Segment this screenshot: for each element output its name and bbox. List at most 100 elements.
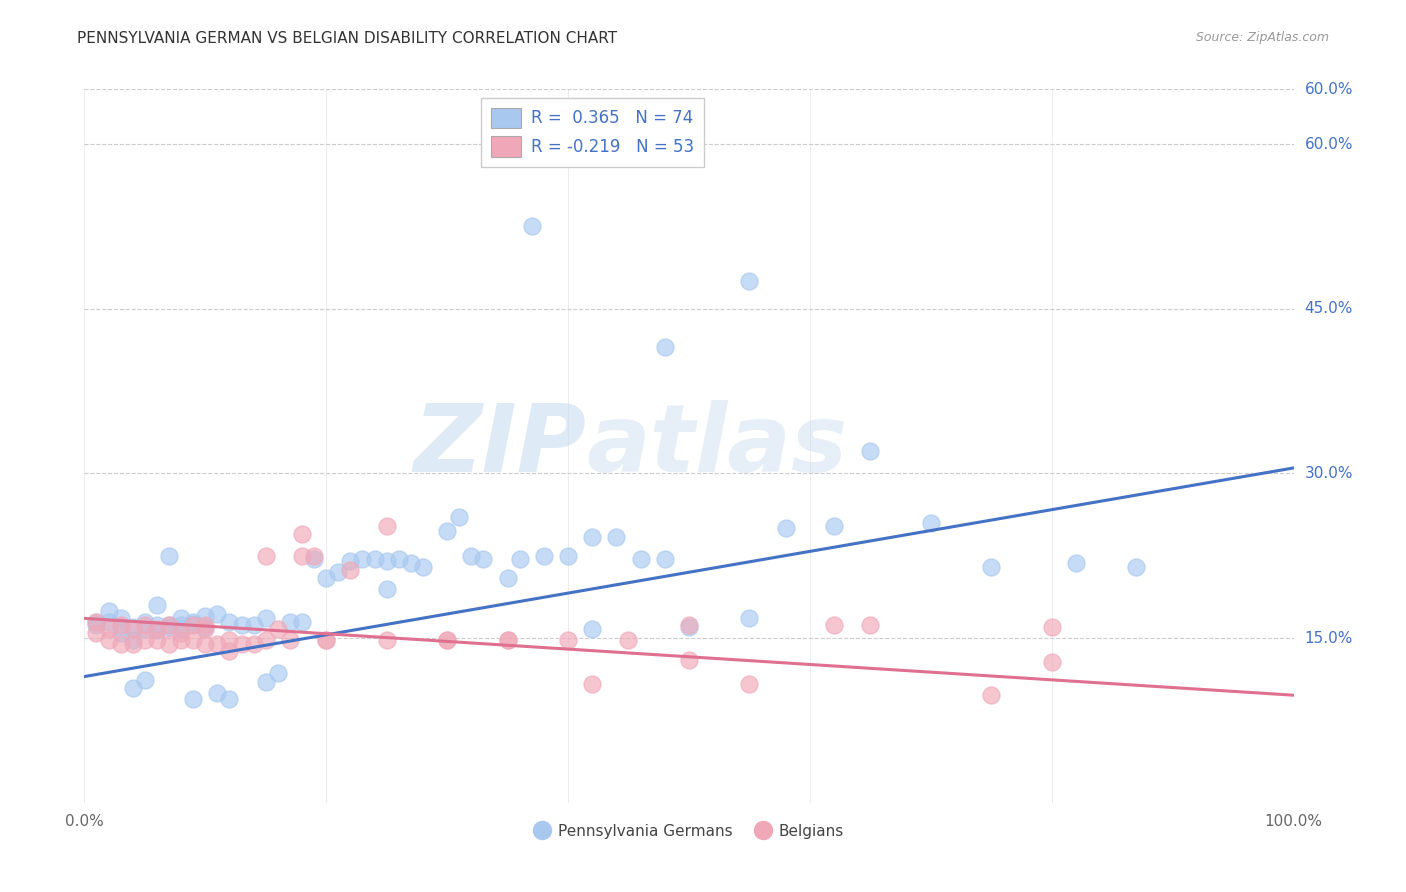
Point	[315, 633, 337, 648]
Point	[157, 618, 180, 632]
Point	[170, 633, 193, 648]
Point	[775, 521, 797, 535]
Point	[302, 549, 325, 563]
Point	[630, 552, 652, 566]
Point	[207, 637, 229, 651]
Point	[859, 444, 882, 458]
Point	[920, 516, 942, 530]
Text: atlas: atlas	[586, 400, 848, 492]
Point	[134, 673, 156, 687]
Point	[328, 566, 350, 580]
Point	[436, 633, 458, 648]
Point	[194, 609, 217, 624]
Point	[678, 618, 700, 632]
Point	[339, 563, 361, 577]
Text: Source: ZipAtlas.com: Source: ZipAtlas.com	[1195, 31, 1329, 45]
Point	[110, 618, 132, 632]
Point	[254, 549, 277, 563]
Text: ZIP: ZIP	[413, 400, 586, 492]
Point	[254, 675, 277, 690]
Point	[86, 615, 108, 629]
Point	[146, 598, 169, 612]
Point	[267, 666, 290, 681]
Point	[121, 620, 143, 634]
Point	[218, 691, 240, 706]
Point	[678, 653, 700, 667]
Point	[399, 557, 422, 571]
Point	[170, 611, 193, 625]
Point	[412, 559, 434, 574]
Point	[110, 625, 132, 640]
Point	[581, 623, 603, 637]
Point	[352, 552, 374, 566]
Point	[218, 615, 240, 629]
Point	[194, 618, 217, 632]
Point	[557, 549, 579, 563]
Point	[654, 340, 676, 354]
Point	[315, 633, 337, 648]
Point	[1125, 559, 1147, 574]
Point	[181, 633, 204, 648]
Point	[617, 633, 640, 648]
Point	[86, 625, 108, 640]
Point	[157, 618, 180, 632]
Point	[97, 623, 120, 637]
Point	[121, 633, 143, 648]
Point	[1064, 557, 1087, 571]
Point	[146, 623, 169, 637]
Point	[278, 633, 301, 648]
Point	[509, 552, 531, 566]
Point	[375, 633, 398, 648]
Point	[1040, 655, 1063, 669]
Point	[146, 633, 169, 648]
Point	[121, 637, 143, 651]
Point	[170, 623, 193, 637]
Point	[218, 633, 240, 648]
Point	[436, 633, 458, 648]
Point	[859, 618, 882, 632]
Point	[110, 637, 132, 651]
Point	[254, 611, 277, 625]
Point	[496, 571, 519, 585]
Point	[194, 620, 217, 634]
Point	[581, 530, 603, 544]
Point	[157, 637, 180, 651]
Point	[291, 549, 314, 563]
Point	[146, 618, 169, 632]
Point	[291, 615, 314, 629]
Point	[97, 604, 120, 618]
Point	[315, 571, 337, 585]
Legend: Pennsylvania Germans, Belgians: Pennsylvania Germans, Belgians	[529, 817, 849, 845]
Point	[581, 677, 603, 691]
Point	[181, 616, 204, 631]
Point	[110, 611, 132, 625]
Point	[146, 624, 169, 638]
Point	[302, 552, 325, 566]
Point	[170, 618, 193, 632]
Point	[472, 552, 495, 566]
Text: 45.0%: 45.0%	[1305, 301, 1353, 317]
Point	[823, 519, 845, 533]
Point	[231, 618, 253, 632]
Point	[436, 524, 458, 538]
Point	[291, 526, 314, 541]
Point	[254, 633, 277, 648]
Point	[823, 618, 845, 632]
Point	[121, 623, 143, 637]
Point	[194, 623, 217, 637]
Point	[388, 552, 411, 566]
Point	[980, 559, 1002, 574]
Point	[375, 519, 398, 533]
Point	[134, 615, 156, 629]
Point	[267, 623, 290, 637]
Text: 30.0%: 30.0%	[1305, 466, 1353, 481]
Point	[86, 618, 108, 632]
Point	[375, 582, 398, 596]
Text: 60.0%: 60.0%	[1305, 82, 1353, 96]
Point	[520, 219, 543, 234]
Point	[496, 633, 519, 648]
Point	[557, 633, 579, 648]
Point	[278, 615, 301, 629]
Point	[1040, 620, 1063, 634]
Point	[738, 274, 761, 288]
